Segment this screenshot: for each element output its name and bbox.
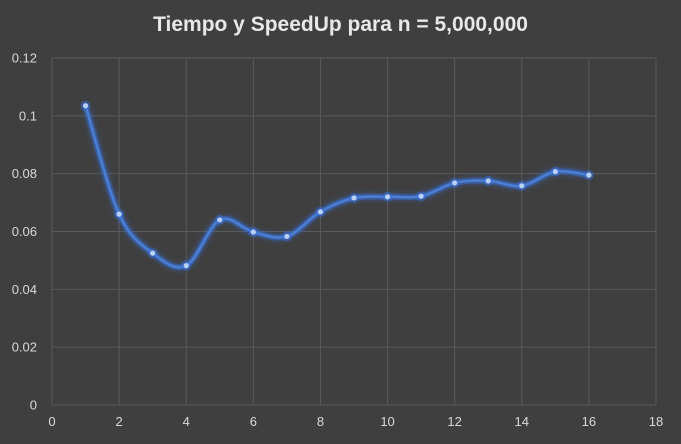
x-tick-label: 6 — [250, 414, 257, 429]
data-point — [485, 178, 491, 184]
x-tick-label: 16 — [582, 414, 596, 429]
data-point — [552, 169, 558, 175]
data-point — [250, 229, 256, 235]
y-tick-label: 0.1 — [19, 108, 37, 123]
x-tick-label: 10 — [380, 414, 394, 429]
data-point — [418, 193, 424, 199]
series-line — [84, 105, 590, 269]
data-point — [586, 172, 592, 178]
y-tick-label: 0.06 — [12, 224, 37, 239]
data-point — [116, 211, 122, 217]
x-tick-label: 4 — [183, 414, 190, 429]
x-tick-label: 2 — [115, 414, 122, 429]
data-point — [183, 263, 189, 269]
y-tick-label: 0.04 — [12, 282, 37, 297]
x-tick-label: 0 — [48, 414, 55, 429]
x-tick-label: 14 — [515, 414, 529, 429]
series — [80, 100, 594, 271]
data-point — [519, 183, 525, 189]
y-tick-label: 0 — [30, 398, 37, 413]
y-tick-label: 0.08 — [12, 166, 37, 181]
x-tick-label: 12 — [447, 414, 461, 429]
chart-title: Tiempo y SpeedUp para n = 5,000,000 — [153, 13, 528, 36]
data-point — [351, 195, 357, 201]
y-tick-label: 0.12 — [12, 51, 37, 66]
data-point — [284, 233, 290, 240]
data-point — [452, 180, 458, 186]
data-point — [217, 217, 223, 223]
y-tick-label: 0.02 — [12, 340, 37, 355]
data-point — [384, 194, 391, 200]
x-tick-label: 18 — [649, 414, 663, 429]
data-point — [317, 209, 324, 215]
axis-tick-labels: 0 0.02 0.04 0.06 0.08 0.1 0.12 0 2 4 6 8 10 12 14 16 18 — [12, 51, 664, 430]
x-tick-label: 8 — [317, 414, 324, 429]
grid — [51, 57, 657, 406]
data-point — [82, 103, 89, 109]
data-point — [150, 250, 156, 256]
